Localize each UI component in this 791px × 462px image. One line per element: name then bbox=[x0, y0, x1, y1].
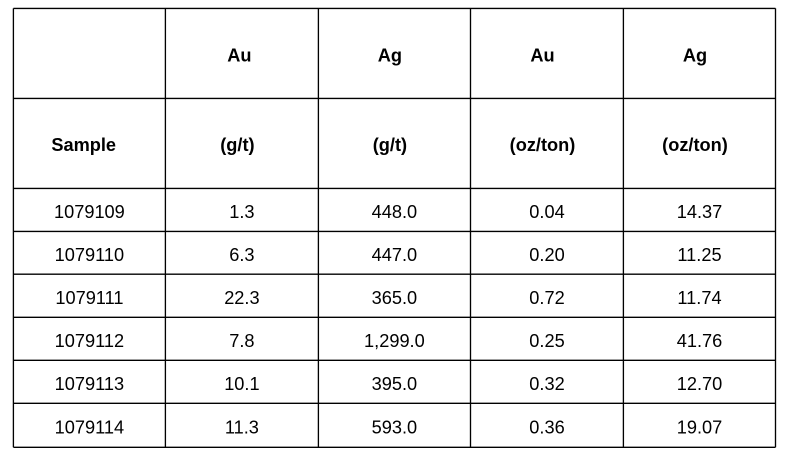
svg-text:10.1: 10.1 bbox=[224, 374, 259, 394]
svg-text:Ag: Ag bbox=[378, 46, 402, 66]
svg-text:19.07: 19.07 bbox=[677, 418, 723, 438]
svg-text:1079112: 1079112 bbox=[55, 331, 124, 351]
svg-text:1.3: 1.3 bbox=[229, 202, 254, 222]
svg-text:365.0: 365.0 bbox=[372, 288, 418, 308]
svg-text:0.32: 0.32 bbox=[529, 374, 564, 394]
svg-text:6.3: 6.3 bbox=[229, 245, 254, 265]
svg-text:Au: Au bbox=[530, 46, 554, 66]
svg-text:0.36: 0.36 bbox=[529, 418, 564, 438]
svg-text:22.3: 22.3 bbox=[224, 288, 259, 308]
svg-text:7.8: 7.8 bbox=[229, 331, 254, 351]
svg-text:593.0: 593.0 bbox=[372, 418, 418, 438]
svg-text:Ag: Ag bbox=[683, 46, 707, 66]
svg-text:(g/t): (g/t) bbox=[220, 135, 254, 155]
svg-text:41.76: 41.76 bbox=[677, 331, 723, 351]
svg-text:0.20: 0.20 bbox=[529, 245, 564, 265]
svg-text:1079109: 1079109 bbox=[54, 202, 125, 222]
svg-text:1079114: 1079114 bbox=[55, 418, 124, 438]
svg-text:0.25: 0.25 bbox=[529, 331, 564, 351]
svg-text:448.0: 448.0 bbox=[372, 202, 418, 222]
svg-text:1079113: 1079113 bbox=[55, 374, 124, 394]
svg-text:395.0: 395.0 bbox=[372, 374, 418, 394]
svg-text:0.72: 0.72 bbox=[529, 288, 564, 308]
svg-text:1079111: 1079111 bbox=[55, 288, 123, 308]
svg-text:447.0: 447.0 bbox=[372, 245, 418, 265]
svg-text:12.70: 12.70 bbox=[677, 374, 723, 394]
svg-text:1,299.0: 1,299.0 bbox=[364, 331, 425, 351]
svg-text:(oz/ton): (oz/ton) bbox=[662, 135, 728, 155]
svg-text:Au: Au bbox=[227, 46, 251, 66]
svg-text:1079110: 1079110 bbox=[55, 245, 124, 265]
svg-text:Sample: Sample bbox=[51, 135, 116, 155]
svg-text:11.74: 11.74 bbox=[677, 288, 721, 308]
svg-text:11.3: 11.3 bbox=[225, 418, 259, 438]
svg-text:11.25: 11.25 bbox=[677, 245, 721, 265]
svg-text:14.37: 14.37 bbox=[677, 202, 723, 222]
svg-text:0.04: 0.04 bbox=[529, 202, 564, 222]
svg-text:(oz/ton): (oz/ton) bbox=[510, 135, 576, 155]
svg-text:(g/t): (g/t) bbox=[373, 135, 407, 155]
